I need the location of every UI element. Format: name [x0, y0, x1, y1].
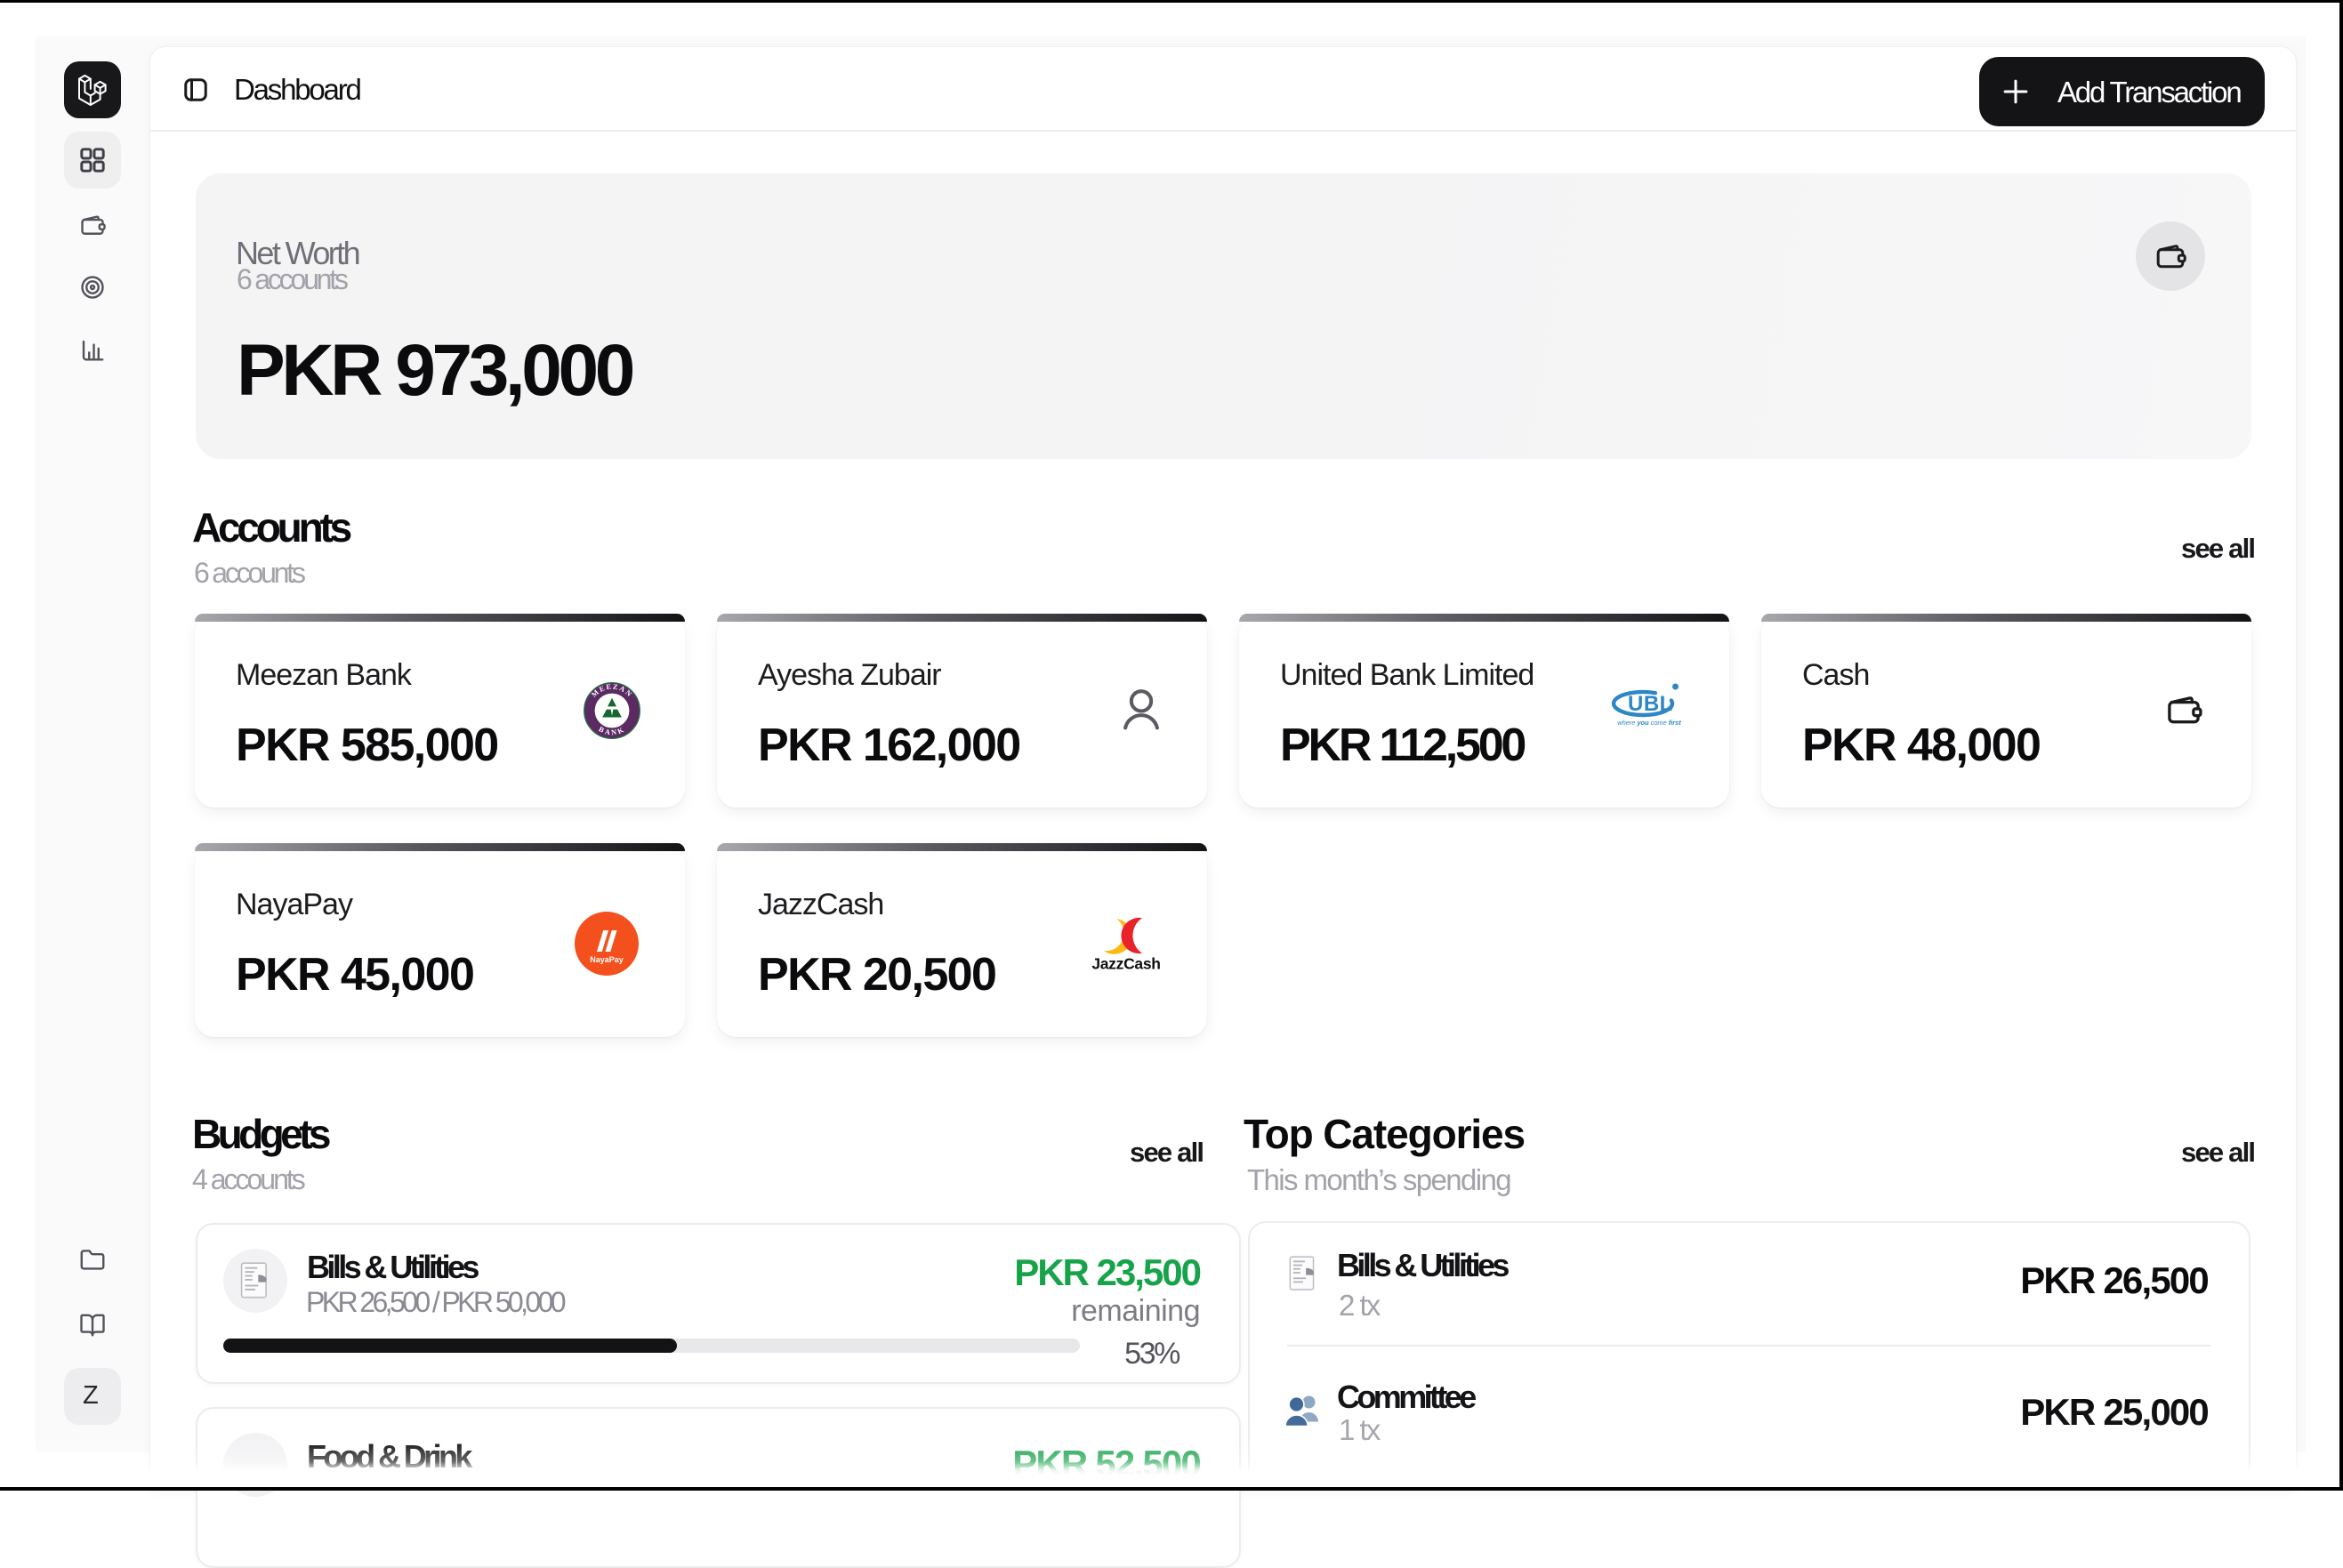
- svg-text:UBL: UBL: [1628, 692, 1673, 716]
- svg-text:NayaPay: NayaPay: [590, 955, 624, 964]
- svg-text:JazzCash: JazzCash: [1091, 955, 1160, 973]
- svg-text:where you come first: where you come first: [1617, 719, 1681, 727]
- svg-text:BANK: BANK: [598, 725, 627, 736]
